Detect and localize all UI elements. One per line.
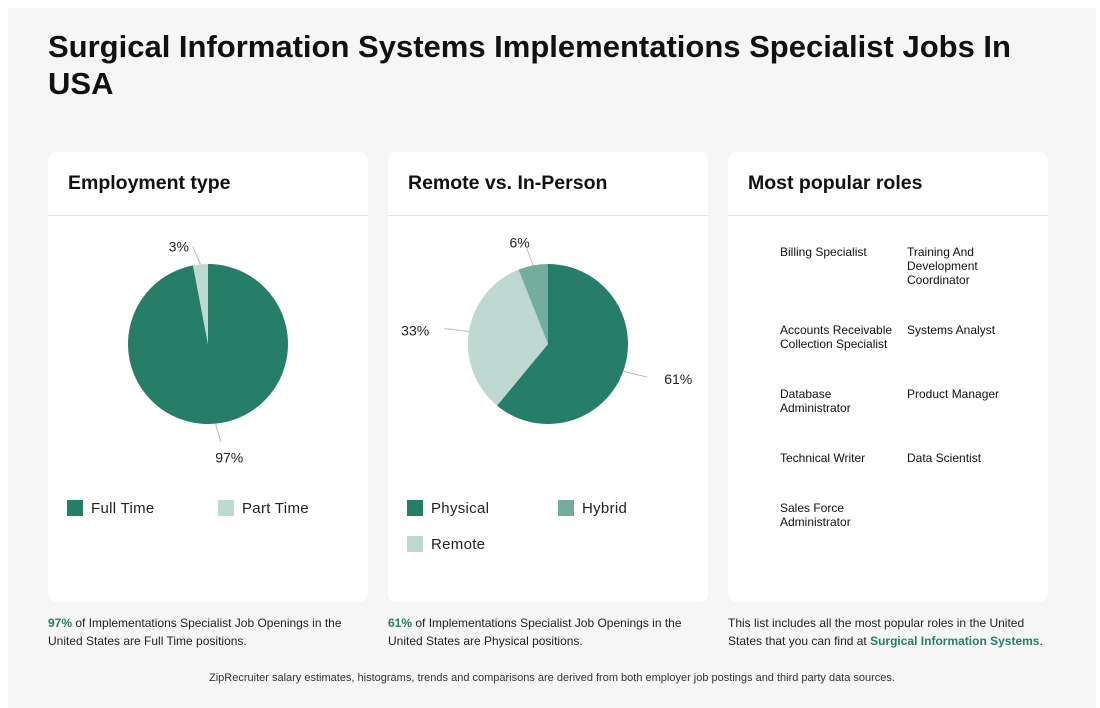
legend-remote: Remote [407, 535, 485, 553]
legend-label-remote: Remote [431, 535, 486, 553]
remote-vs-in-person-pie-chart: 61% 33% 6% [401, 235, 692, 425]
pie-label-leader [192, 246, 201, 265]
legend-label-part-time: Part Time [242, 499, 309, 517]
role-item[interactable]: Training And Development Coordinator [907, 245, 978, 287]
role-item[interactable]: Data Scientist [907, 451, 982, 465]
legend-label-physical: Physical [431, 499, 490, 517]
remote-vs-in-person-card: Remote vs. In-Person 61% 33% 6% Physical H… [388, 152, 708, 602]
divider [388, 215, 708, 216]
pie-slice-full-time [127, 264, 288, 424]
most-popular-roles-card: Most popular roles Billing Specialist Tr… [728, 152, 1048, 602]
legend-swatch-part-time [218, 500, 234, 516]
caption-highlight: 61% [388, 616, 413, 630]
pie-slice-part-time [193, 264, 208, 344]
divider [728, 215, 1048, 216]
pie-slice-hybrid [518, 264, 548, 344]
pie-value-label-remote: 33% [401, 323, 429, 339]
role-item[interactable]: Technical Writer [780, 451, 866, 465]
pie-value-label-full-time: 97% [215, 450, 243, 466]
remote-caption: 61% of Implementations Specialist Job Op… [388, 614, 708, 650]
most-popular-roles-title: Most popular roles [748, 172, 923, 194]
pie-value-label-physical: 61% [664, 371, 692, 387]
legend-full-time: Full Time [67, 499, 155, 517]
legend-part-time: Part Time [218, 499, 309, 517]
role-item[interactable]: Sales Force Administrator [780, 501, 851, 529]
legend-swatch-remote [407, 536, 423, 552]
pie-slice-physical [497, 264, 628, 425]
page-title: Surgical Information Systems Implementat… [48, 29, 1011, 101]
pie-label-leader [623, 370, 648, 378]
caption-end: . [1039, 634, 1043, 648]
legend-swatch-physical [407, 500, 423, 516]
employment-type-pie-chart: 97% 3% [127, 238, 288, 466]
legend-hybrid: Hybrid [558, 499, 627, 517]
remote-vs-in-person-title: Remote vs. In-Person [408, 172, 608, 194]
footer-disclaimer: ZipRecruiter salary estimates, histogram… [209, 672, 895, 684]
caption-text: of Implementations Specialist Job Openin… [48, 616, 342, 648]
surgical-information-systems-link[interactable]: Surgical Information Systems [870, 634, 1040, 648]
divider [48, 215, 368, 216]
role-item[interactable]: Accounts Receivable Collection Specialis… [780, 323, 893, 351]
legend-swatch-hybrid [558, 500, 574, 516]
employment-type-caption: 97% of Implementations Specialist Job Op… [48, 614, 368, 650]
role-item[interactable]: Database Administrator [780, 387, 851, 415]
role-item[interactable]: Billing Specialist [780, 245, 867, 259]
pie-label-leader [526, 247, 534, 266]
legend-label-hybrid: Hybrid [582, 499, 628, 517]
roles-caption: This list includes all the most popular … [728, 614, 1048, 650]
employment-type-card: Employment type 97% 3% Full Time Part Tim… [48, 152, 368, 602]
role-item[interactable]: Systems Analyst [907, 323, 996, 337]
legend-swatch-full-time [67, 500, 83, 516]
legend-physical: Physical [407, 499, 489, 517]
page-container: Surgical Information Systems Implementat… [8, 8, 1096, 708]
pie-value-label-hybrid: 6% [510, 235, 530, 251]
legend-label-full-time: Full Time [91, 499, 155, 517]
caption-text: This list includes all the most popular … [728, 616, 1025, 648]
role-item[interactable]: Product Manager [907, 387, 1000, 401]
caption-highlight: 97% [48, 616, 73, 630]
pie-label-leader [444, 328, 470, 332]
pie-label-leader [215, 423, 222, 442]
caption-text: of Implementations Specialist Job Openin… [388, 616, 682, 648]
pie-value-label-part-time: 3% [169, 238, 189, 254]
pie-slice-remote [468, 269, 548, 406]
employment-type-title: Employment type [68, 172, 231, 194]
